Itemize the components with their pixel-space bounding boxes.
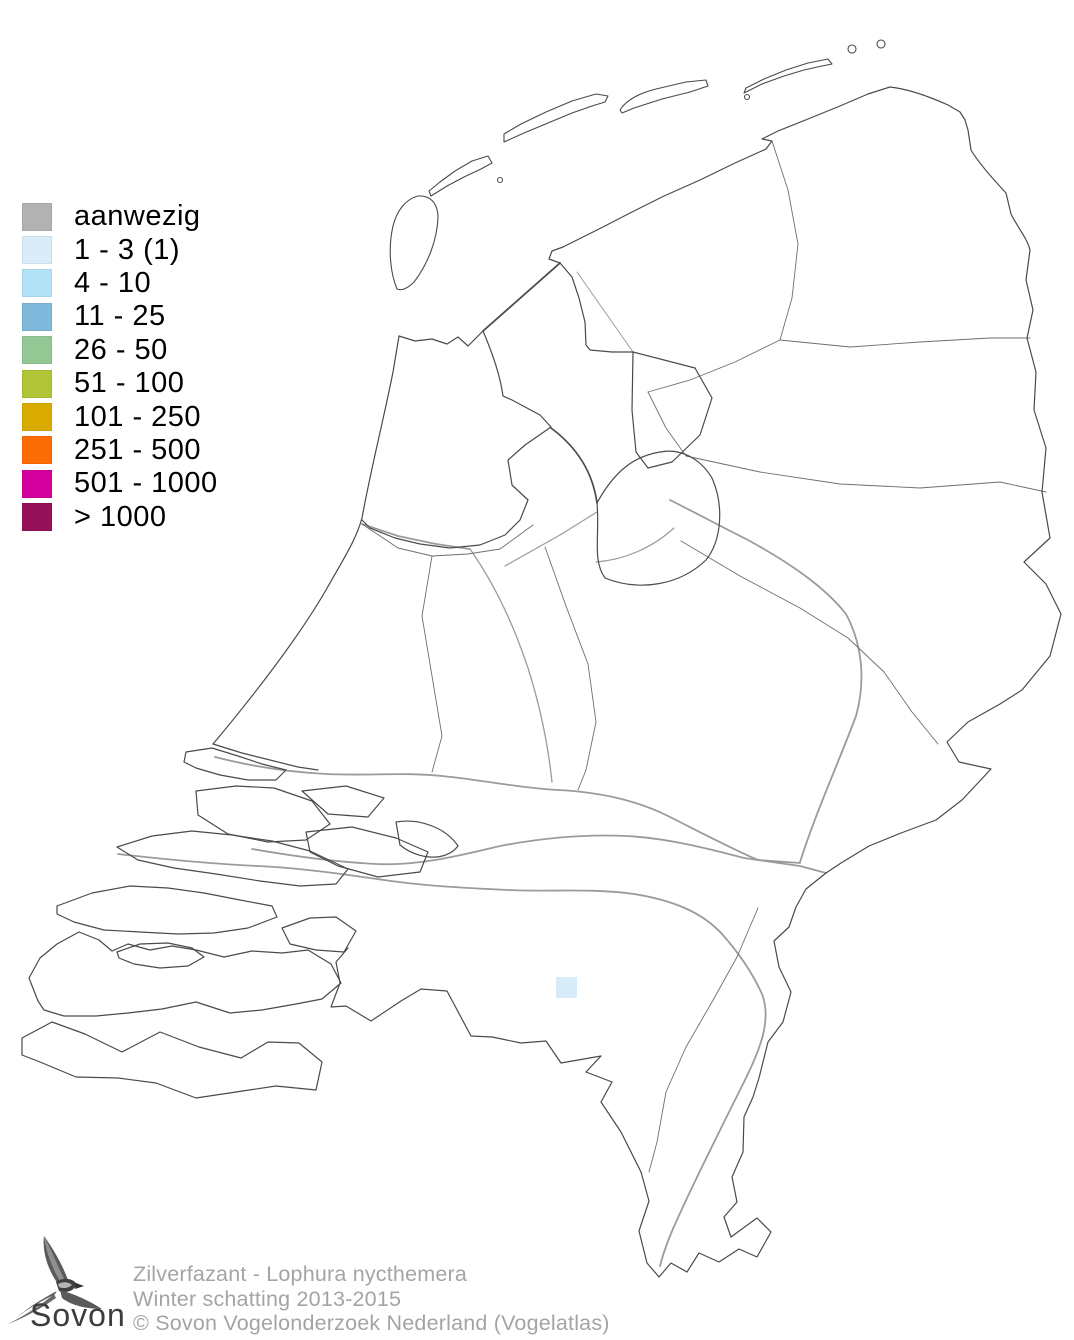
- islet: [876, 39, 886, 49]
- legend-row: 1 - 3 (1): [22, 233, 218, 266]
- legend-label: 51 - 100: [74, 367, 185, 400]
- legend-row: aanwezig: [22, 200, 218, 233]
- island-schiermonnikoog: [743, 58, 833, 94]
- legend-swatch: [22, 469, 52, 498]
- legend-label: 4 - 10: [74, 266, 152, 299]
- data-cells: [556, 977, 577, 998]
- legend-swatch: [22, 302, 52, 331]
- province-boundaries: [361, 140, 1047, 1173]
- sovon-wordmark: Sovon: [30, 1297, 126, 1333]
- legend-swatch: [22, 369, 52, 398]
- legend-swatch: [22, 403, 52, 432]
- legend-swatch: [22, 436, 52, 465]
- islet: [743, 93, 751, 101]
- waterways: [117, 271, 863, 1267]
- legend-row: 251 - 500: [22, 434, 218, 467]
- legend-row: 101 - 250: [22, 400, 218, 433]
- legend-label: > 1000: [74, 500, 167, 533]
- islet: [496, 176, 504, 184]
- legend-label: aanwezig: [74, 200, 201, 233]
- coastlines: [21, 86, 1062, 1278]
- legend-label: 1 - 3 (1): [74, 233, 181, 266]
- legend: aanwezig 1 - 3 (1) 4 - 10 11 - 25 26 - 50 51 …: [22, 200, 218, 534]
- season-subtitle: Winter schatting 2013-2015: [133, 1286, 402, 1311]
- legend-row: > 1000: [22, 501, 218, 534]
- legend-row: 26 - 50: [22, 334, 218, 367]
- island-terschelling: [503, 93, 609, 143]
- legend-swatch: [22, 503, 52, 532]
- legend-row: 4 - 10: [22, 267, 218, 300]
- legend-label: 251 - 500: [74, 433, 202, 466]
- legend-row: 51 - 100: [22, 367, 218, 400]
- legend-label: 501 - 1000: [74, 467, 218, 500]
- island-ameland: [619, 79, 709, 114]
- legend-row: 11 - 25: [22, 300, 218, 333]
- legend-swatch: [22, 336, 52, 365]
- islet: [847, 44, 857, 54]
- legend-label: 26 - 50: [74, 333, 168, 366]
- sovon-bird-logo: [8, 1236, 102, 1324]
- wadden-islands: [389, 39, 886, 291]
- legend-label: 101 - 250: [74, 400, 202, 433]
- island-vlieland: [428, 155, 493, 197]
- legend-swatch: [22, 269, 52, 298]
- swallow-icon: [8, 1236, 102, 1324]
- legend-row: 501 - 1000: [22, 467, 218, 500]
- atlas-data-cell: [556, 977, 577, 998]
- legend-swatch: [22, 236, 52, 265]
- legend-label: 11 - 25: [74, 300, 166, 333]
- island-texel: [389, 195, 439, 291]
- species-title: Zilverfazant - Lophura nycthemera: [133, 1262, 468, 1286]
- map-caption: Zilverfazant - Lophura nycthemera Winter…: [133, 1262, 610, 1336]
- legend-swatch: [22, 202, 52, 231]
- copyright-line: © Sovon Vogelonderzoek Nederland (Vogela…: [133, 1311, 610, 1336]
